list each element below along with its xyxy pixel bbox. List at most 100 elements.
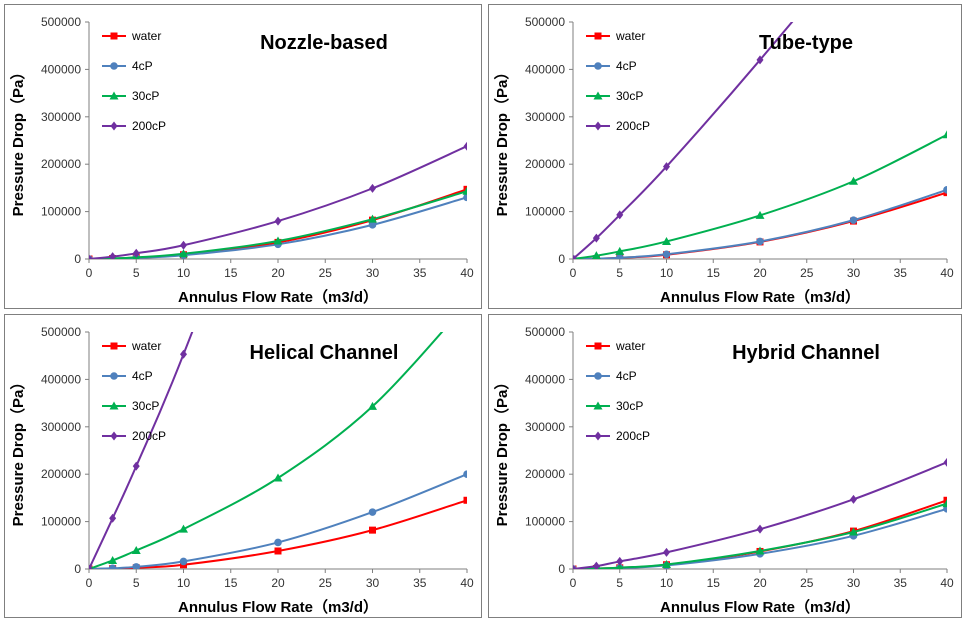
data-point-4cp xyxy=(756,237,764,246)
data-point-30cp xyxy=(615,246,625,255)
y-tick-label: 100000 xyxy=(41,515,81,529)
x-tick-label: 15 xyxy=(707,576,721,590)
y-tick-label: 400000 xyxy=(525,372,565,386)
data-point-water xyxy=(369,526,376,534)
plot-area xyxy=(573,22,947,259)
legend-label-30cp: 30cP xyxy=(616,399,643,413)
x-tick-label: 40 xyxy=(940,576,954,590)
data-point-30cp xyxy=(755,210,765,219)
data-point-200cp xyxy=(756,524,764,534)
y-tick-label: 0 xyxy=(74,562,81,576)
x-tick-label: 35 xyxy=(894,576,908,590)
legend-label-water: water xyxy=(131,339,161,353)
data-point-30cp xyxy=(849,527,858,536)
y-tick-label: 0 xyxy=(558,252,565,266)
y-tick-label: 400000 xyxy=(41,62,81,76)
data-point-4cp xyxy=(463,470,467,478)
legend-marker-200cp xyxy=(594,121,602,131)
data-point-4cp xyxy=(943,185,947,194)
legend: water 4cP 30cP 200cP xyxy=(586,29,650,133)
data-point-4cp xyxy=(274,538,282,547)
y-tick-label: 0 xyxy=(74,252,81,266)
data-point-200cp xyxy=(463,141,467,151)
legend: water 4cP 30cP 200cP xyxy=(102,339,166,443)
x-tick-label: 5 xyxy=(616,266,623,280)
data-point-30cp xyxy=(942,130,947,139)
x-tick-label: 10 xyxy=(177,266,191,280)
y-tick-label: 100000 xyxy=(41,205,81,219)
data-point-30cp xyxy=(368,401,377,410)
y-tick-label: 300000 xyxy=(41,110,81,124)
y-axis-title: Pressure Drop（Pa） xyxy=(493,375,511,527)
x-tick-label: 20 xyxy=(753,576,767,590)
x-axis-title: Annulus Flow Rate（m3/d） xyxy=(178,598,378,616)
data-point-200cp xyxy=(274,216,282,226)
y-tick-label: 100000 xyxy=(525,205,565,219)
y-tick-label: 200000 xyxy=(525,157,565,171)
data-point-200cp xyxy=(850,494,857,504)
series-line-water xyxy=(573,499,947,569)
chart-svg: 0 100000 200000 300000 400000 500000 0 5 10 15 20 2… xyxy=(493,325,954,616)
data-point-200cp xyxy=(756,55,764,65)
data-point-200cp xyxy=(616,556,624,566)
legend-marker-4cp xyxy=(594,62,602,70)
series-line-200cp xyxy=(89,332,194,569)
data-point-30cp xyxy=(942,499,947,508)
y-tick-label: 400000 xyxy=(41,372,81,386)
legend: water 4cP 30cP 200cP xyxy=(586,339,650,443)
data-point-200cp xyxy=(663,162,670,172)
data-point-water xyxy=(463,185,467,193)
legend-marker-30cp xyxy=(593,401,603,410)
legend-marker-200cp xyxy=(110,121,118,131)
legend-marker-4cp xyxy=(110,62,118,70)
data-point-30cp xyxy=(616,563,624,569)
x-tick-label: 15 xyxy=(224,266,238,280)
chart-svg: 0 100000 200000 300000 400000 500000 0 5 10 15 20 2… xyxy=(493,15,954,306)
legend-label-4cp: 4cP xyxy=(616,59,637,73)
chart-title: Helical Channel xyxy=(250,342,399,364)
data-point-30cp xyxy=(179,249,188,258)
plot-area xyxy=(89,141,467,259)
legend-label-200cp: 200cP xyxy=(616,119,650,133)
series-line-4cp xyxy=(89,196,467,259)
x-tick-label: 40 xyxy=(460,266,474,280)
y-tick-label: 300000 xyxy=(41,420,81,434)
data-point-30cp xyxy=(131,546,141,555)
data-point-30cp xyxy=(273,473,283,482)
x-tick-label: 15 xyxy=(707,266,721,280)
data-point-30cp xyxy=(849,176,858,185)
legend-marker-30cp xyxy=(593,91,603,100)
x-tick-label: 0 xyxy=(86,266,93,280)
x-tick-label: 15 xyxy=(224,576,238,590)
legend-label-4cp: 4cP xyxy=(132,369,153,383)
legend-marker-4cp xyxy=(110,372,118,380)
y-axis-title: Pressure Drop（Pa） xyxy=(9,65,27,217)
legend-label-water: water xyxy=(615,29,645,43)
series-line-200cp xyxy=(573,22,794,259)
legend-marker-200cp xyxy=(594,431,602,441)
y-tick-label: 500000 xyxy=(525,15,565,29)
data-point-200cp xyxy=(180,349,187,359)
chart-panel-nozzle-based: 0 100000 200000 300000 400000 500000 0 5 10 15 20 2… xyxy=(4,4,482,309)
data-point-4cp xyxy=(662,250,671,259)
x-axis-title: Annulus Flow Rate（m3/d） xyxy=(178,288,378,306)
data-point-200cp xyxy=(616,210,624,220)
data-point-200cp xyxy=(89,254,93,259)
x-tick-label: 30 xyxy=(366,576,380,590)
legend-marker-200cp xyxy=(110,431,118,441)
legend-marker-water xyxy=(594,342,602,350)
legend-label-4cp: 4cP xyxy=(616,369,637,383)
legend-label-200cp: 200cP xyxy=(132,119,166,133)
y-axis-title: Pressure Drop（Pa） xyxy=(493,65,511,217)
x-tick-label: 30 xyxy=(366,266,380,280)
legend-marker-water xyxy=(594,32,602,40)
legend-label-200cp: 200cP xyxy=(132,429,166,443)
y-tick-label: 500000 xyxy=(41,15,81,29)
data-point-4cp xyxy=(108,564,117,569)
chart-title: Hybrid Channel xyxy=(732,342,880,364)
legend-label-200cp: 200cP xyxy=(616,429,650,443)
data-point-4cp xyxy=(368,508,377,516)
x-tick-label: 10 xyxy=(177,576,191,590)
chart-svg: 0 100000 200000 300000 400000 500000 0 5 10 15 20 2… xyxy=(9,15,474,306)
data-point-200cp xyxy=(592,561,600,569)
